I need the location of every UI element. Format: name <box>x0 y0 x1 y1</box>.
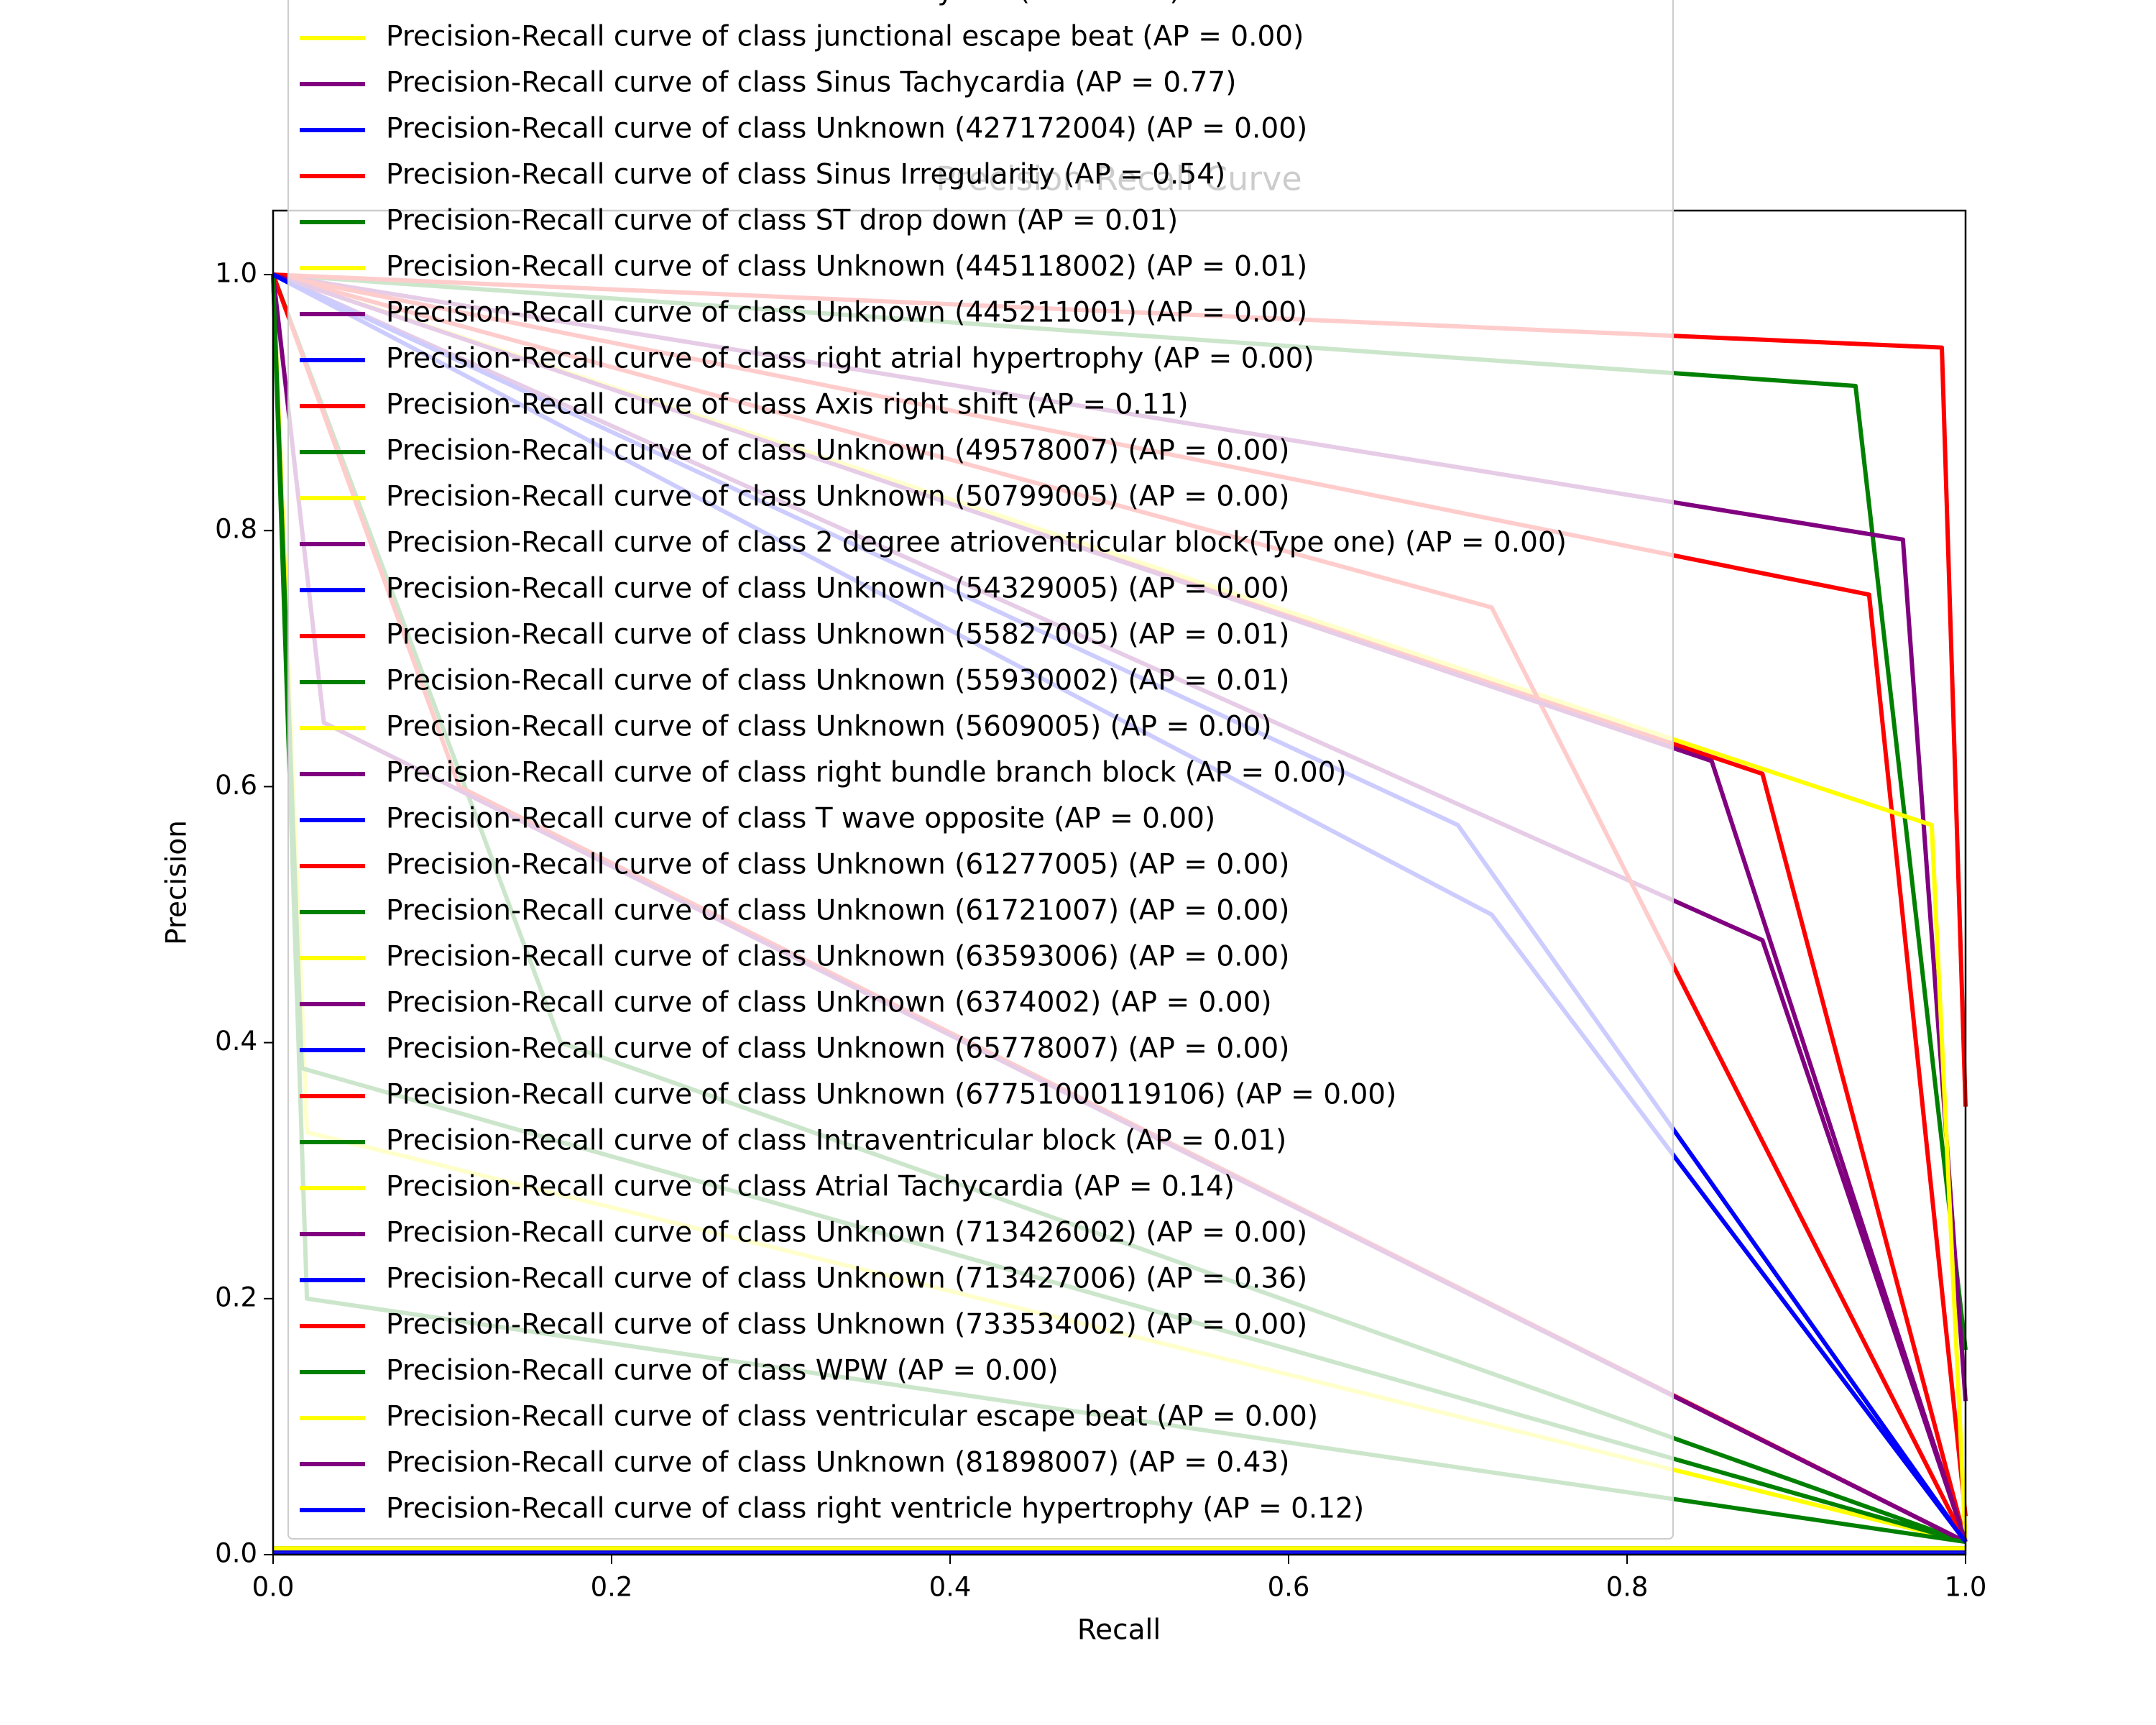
legend-label: Precision-Recall curve of class Unknown … <box>386 1309 1307 1341</box>
y-tick-label: 0.4 <box>215 1026 257 1057</box>
legend-label: Precision-Recall curve of class Unknown … <box>386 481 1289 513</box>
legend-label: Precision-Recall curve of class T wave o… <box>386 803 1215 835</box>
y-tick-label: 0.6 <box>215 770 257 801</box>
x-tick-label: 0.0 <box>252 1572 295 1603</box>
legend-label: Precision-Recall curve of class Unknown … <box>386 297 1307 329</box>
legend-label: Precision-Recall curve of class Unknown … <box>386 665 1289 697</box>
y-tick-label: 0.0 <box>215 1538 257 1569</box>
legend-label: Precision-Recall curve of class Intraven… <box>386 1125 1286 1157</box>
legend-label: Precision-Recall curve of class Unknown … <box>386 619 1289 651</box>
legend-box <box>287 0 1674 1540</box>
legend-label: Precision-Recall curve of class Unknown … <box>386 711 1272 743</box>
x-tick-label: 0.2 <box>591 1572 633 1603</box>
legend-label: Precision-Recall curve of class Unknown … <box>386 1079 1396 1111</box>
legend-label: Precision-Recall curve of class right ve… <box>386 1493 1364 1525</box>
legend-label: Precision-Recall curve of class Unknown … <box>386 251 1307 283</box>
x-axis-label: Recall <box>1077 1614 1161 1647</box>
x-tick-label: 1.0 <box>1945 1572 1987 1603</box>
legend-label: Precision-Recall curve of class 2 degree… <box>386 527 1567 559</box>
legend-label: Precision-Recall curve of class Unknown … <box>386 113 1307 145</box>
legend-label: Precision-Recall curve of class Sinus Rh… <box>386 0 1181 7</box>
legend-label: Precision-Recall curve of class Unknown … <box>386 849 1289 881</box>
y-tick-label: 0.8 <box>215 514 257 545</box>
legend-label: Precision-Recall curve of class Unknown … <box>386 1217 1307 1249</box>
x-tick-label: 0.4 <box>929 1572 972 1603</box>
y-axis-label: Precision <box>161 820 193 945</box>
x-tick-label: 0.6 <box>1268 1572 1310 1603</box>
legend-label: Precision-Recall curve of class WPW (AP … <box>386 1355 1059 1387</box>
legend-label: Precision-Recall curve of class right bu… <box>386 757 1347 789</box>
legend-label: Precision-Recall curve of class Sinus Ta… <box>386 67 1236 99</box>
legend-label: Precision-Recall curve of class right at… <box>386 343 1314 375</box>
legend-label: Precision-Recall curve of class Axis rig… <box>386 389 1189 421</box>
legend-label: Precision-Recall curve of class Sinus Ir… <box>386 159 1225 191</box>
y-tick-label: 0.2 <box>215 1282 257 1312</box>
legend-label: Precision-Recall curve of class Unknown … <box>386 1447 1289 1479</box>
legend-label: Precision-Recall curve of class Atrial T… <box>386 1171 1235 1203</box>
legend-label: Precision-Recall curve of class Unknown … <box>386 987 1272 1019</box>
legend-label: Precision-Recall curve of class Unknown … <box>386 435 1289 467</box>
legend-label: Precision-Recall curve of class Unknown … <box>386 941 1289 973</box>
legend-label: Precision-Recall curve of class ventricu… <box>386 1401 1318 1433</box>
legend-label: Precision-Recall curve of class Unknown … <box>386 895 1289 927</box>
y-tick-label: 1.0 <box>215 258 257 289</box>
legend-label: Precision-Recall curve of class Unknown … <box>386 573 1289 605</box>
legend-label: Precision-Recall curve of class Unknown … <box>386 1033 1289 1065</box>
legend-label: Precision-Recall curve of class junction… <box>386 21 1304 53</box>
x-tick-label: 0.8 <box>1606 1572 1649 1603</box>
legend-label: Precision-Recall curve of class Unknown … <box>386 1263 1307 1295</box>
legend-label: Precision-Recall curve of class ST drop … <box>386 205 1178 237</box>
